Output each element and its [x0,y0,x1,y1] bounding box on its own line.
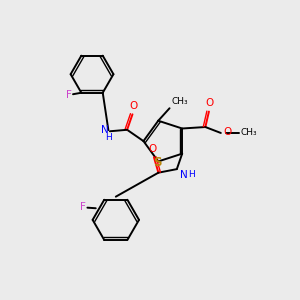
Text: N: N [100,125,108,135]
Text: CH₃: CH₃ [241,128,257,137]
Text: H: H [188,170,195,179]
Text: O: O [224,128,232,137]
Text: H: H [105,133,112,142]
Text: CH₃: CH₃ [171,97,188,106]
Text: F: F [80,202,86,212]
Text: S: S [153,155,162,169]
Text: O: O [129,101,137,111]
Text: O: O [148,144,157,154]
Text: N: N [180,170,188,180]
Text: O: O [206,98,214,108]
Text: F: F [66,90,72,100]
